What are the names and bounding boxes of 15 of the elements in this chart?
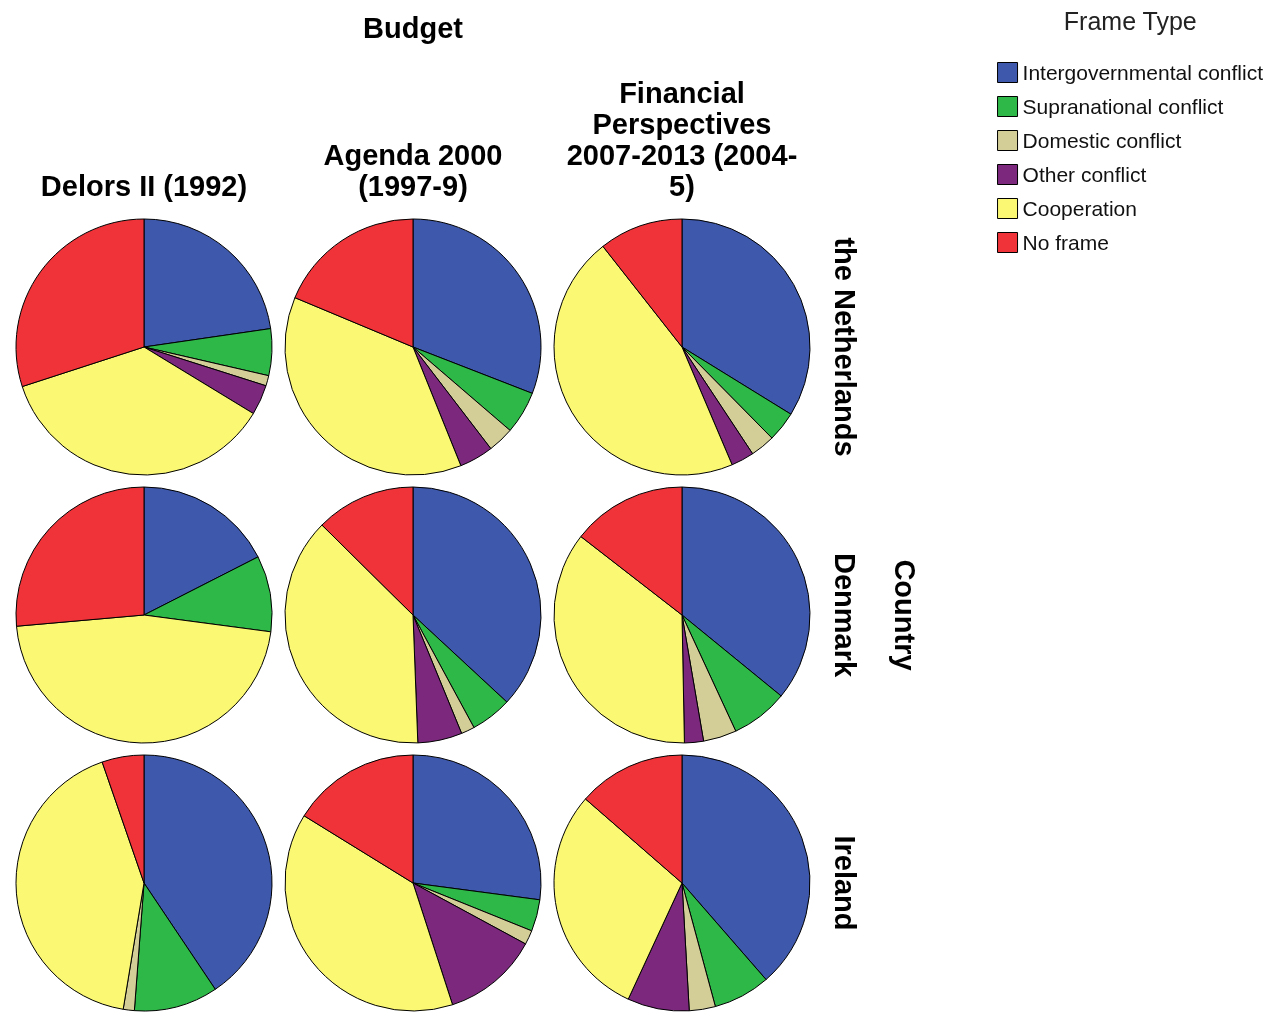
text: Denmark (829, 552, 861, 678)
text: Country (889, 559, 921, 671)
legend-title: Frame Type (1063, 7, 1197, 35)
legend-label: No frame (1022, 231, 1109, 254)
legend-label: Intergovernmental conflict (1022, 61, 1264, 84)
text: Financial Perspectives 2007-2013 (2004-5) (566, 76, 798, 202)
chart-title: Delors II (1992) (40, 169, 248, 202)
legend-label: Other conflict (1022, 163, 1147, 186)
chart-title: Agenda 2000 (1997-9) (323, 138, 503, 202)
legend-label: Domestic conflict (1022, 129, 1182, 152)
text: Ireland (829, 835, 861, 931)
text: the Netherlands (829, 237, 861, 457)
legend-label: Supranational conflict (1022, 95, 1224, 118)
legend-label: Cooperation (1022, 197, 1137, 220)
text: Budget (363, 12, 464, 44)
